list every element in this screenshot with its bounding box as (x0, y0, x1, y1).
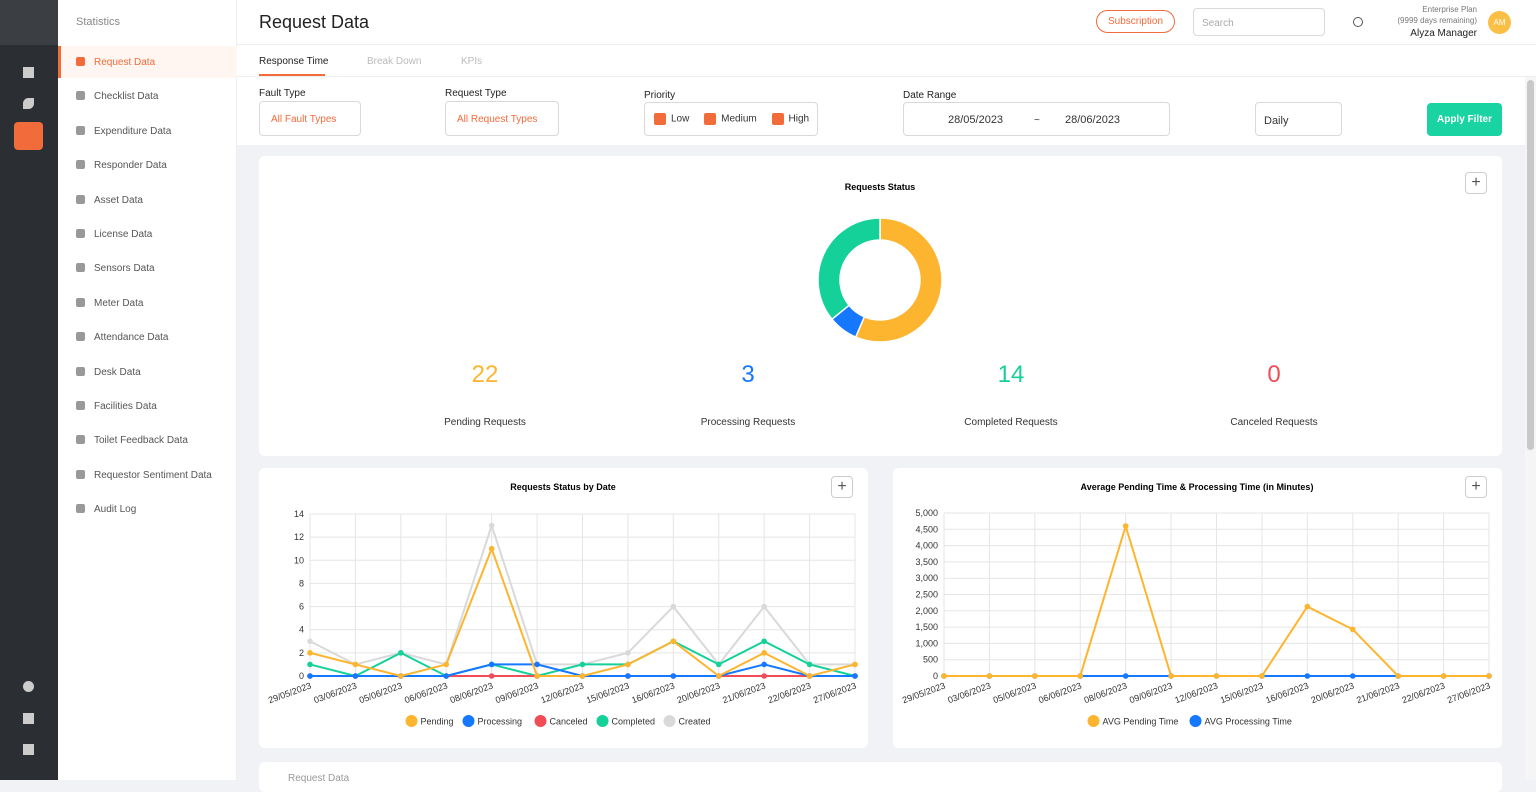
nav-icon (76, 125, 85, 135)
nav-icon (76, 229, 85, 238)
nav-item[interactable]: Checklist Data (58, 80, 237, 112)
page-title: Request Data (259, 12, 370, 32)
nav-icon (76, 91, 85, 101)
date-range-input[interactable]: 28/05/2023 ~ 28/06/2023 (903, 102, 1170, 136)
filter-label: Fault Type (259, 88, 306, 99)
nav-item[interactable]: Meter Data (58, 287, 237, 319)
request-data-card: Request Data (259, 762, 1502, 792)
nav-label: Audit Log (94, 504, 137, 516)
dashboard-icon[interactable] (23, 67, 34, 78)
card-title: Request Data (288, 773, 350, 784)
nav-label: Request Data (94, 57, 156, 68)
priority-option[interactable]: Medium (721, 113, 757, 125)
sidebar-title: Statistics (76, 16, 121, 28)
nav-icon (76, 57, 85, 66)
nav-icon (76, 332, 85, 342)
nav-item[interactable]: Request Data (58, 46, 237, 78)
logout-icon[interactable] (23, 744, 34, 755)
nav-item[interactable]: Desk Data (58, 356, 237, 388)
user-name: Alyza Manager (1410, 28, 1477, 39)
box-icon[interactable] (23, 713, 34, 724)
status-card: + (259, 156, 1502, 456)
filter-bar: Fault Type All Fault Types Request Type … (237, 77, 1525, 145)
plan: Enterprise Plan (1422, 5, 1477, 14)
nav-icon (76, 366, 85, 376)
nav-label: Toilet Feedback Data (94, 435, 188, 447)
help-icon[interactable] (1353, 17, 1363, 27)
subscription-button[interactable]: Subscription (1096, 10, 1175, 33)
nav-label: Attendance Data (94, 332, 169, 344)
sidebar: Statistics Request Data Checklist Data Exp… (58, 0, 237, 780)
nav-item[interactable]: Audit Log (58, 493, 237, 525)
nav-label: Sensors Data (94, 263, 155, 275)
interval-select[interactable]: Daily (1255, 102, 1342, 136)
nav-label: License Data (94, 229, 153, 240)
rocket-icon[interactable] (23, 98, 34, 109)
filter-label: Date Range (903, 90, 957, 101)
nav-icon (76, 297, 85, 307)
settings-icon[interactable] (23, 681, 34, 692)
nav-item[interactable]: Asset Data (58, 184, 237, 216)
apply-filter-button[interactable]: Apply Filter (1427, 103, 1502, 136)
nav-icon (76, 435, 85, 445)
nav-label: Responder Data (94, 160, 167, 172)
tabs: Response Time Break Down KPIs (237, 45, 1536, 77)
nav-label: Checklist Data (94, 91, 159, 103)
scroll-thumb[interactable] (1527, 80, 1534, 450)
date-start: 28/05/2023 (948, 114, 1004, 126)
nav-icon (76, 401, 85, 410)
date-end: 28/06/2023 (1065, 114, 1121, 126)
nav-item[interactable]: Sensors Data (58, 252, 237, 284)
nav-icon (76, 504, 85, 514)
date-separator: ~ (1034, 115, 1040, 126)
fault-type-select[interactable]: All Fault Types (259, 101, 361, 136)
nav-icon (76, 263, 85, 273)
nav-item[interactable]: Responder Data (58, 149, 237, 181)
priority-option[interactable]: Low (671, 113, 690, 125)
nav-item[interactable]: Toilet Feedback Data (58, 424, 237, 456)
request-type-select[interactable]: All Request Types (445, 101, 559, 136)
chart-card: + (259, 468, 868, 748)
filter-label: Priority (644, 90, 676, 101)
nav-item[interactable]: Expenditure Data (58, 115, 237, 147)
plan-days: (9999 days remaining) (1397, 16, 1477, 25)
nav-label: Desk Data (94, 366, 141, 378)
header: Request Data Subscription Search Enterpr… (237, 0, 1536, 45)
nav-label: Meter Data (94, 297, 144, 309)
priority-option[interactable]: High (788, 113, 810, 125)
expand-button[interactable]: + (1465, 172, 1487, 194)
nav-icon (76, 160, 85, 170)
tab[interactable]: Response Time (259, 56, 329, 67)
tab[interactable]: Break Down (367, 56, 422, 67)
nav-item[interactable]: Facilities Data (58, 390, 237, 422)
expand-button[interactable]: + (831, 476, 853, 498)
nav-item[interactable]: License Data (58, 218, 237, 250)
statistics-icon[interactable] (14, 122, 43, 150)
priority-group: Low Medium High (644, 102, 818, 136)
menu-toggle[interactable] (0, 0, 58, 45)
nav-label: Facilities Data (94, 401, 157, 412)
nav-label: Requestor Sentiment Data (94, 469, 212, 481)
nav-label: Expenditure Data (94, 125, 172, 137)
nav-icon (76, 194, 85, 204)
nav-item[interactable]: Attendance Data (58, 321, 237, 353)
avatar[interactable]: AM (1488, 11, 1511, 34)
scrollbar (1525, 77, 1536, 780)
tab-indicator (259, 74, 325, 76)
filter-label: Request Type (445, 88, 507, 99)
chart-card: + (893, 468, 1502, 748)
nav-item[interactable]: Requestor Sentiment Data (58, 459, 237, 491)
nav-icon (76, 469, 85, 479)
nav-label: Asset Data (94, 194, 143, 206)
tab[interactable]: KPIs (461, 56, 483, 67)
search-input[interactable]: Search (1193, 8, 1325, 36)
icon-bar (0, 0, 58, 780)
expand-button[interactable]: + (1465, 476, 1487, 498)
